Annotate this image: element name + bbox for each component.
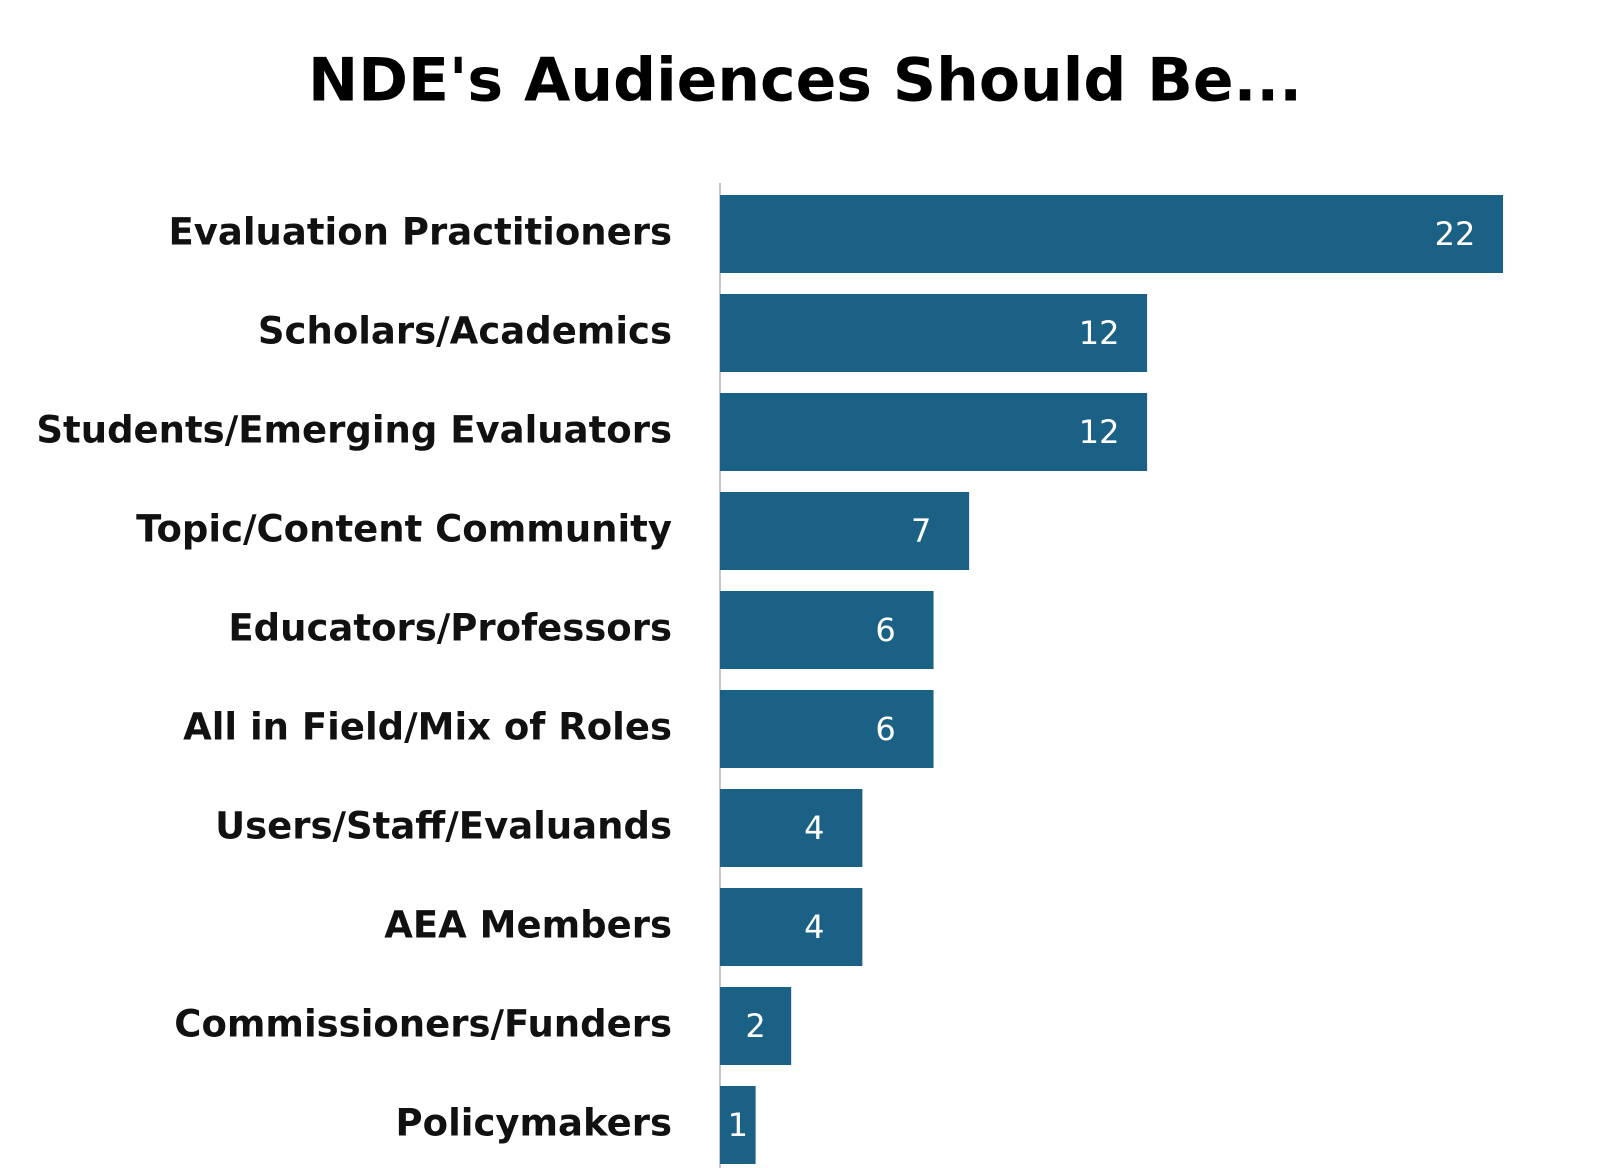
category-label: Policymakers	[396, 1102, 672, 1145]
value-label: 7	[911, 512, 931, 550]
value-label: 12	[1079, 314, 1120, 352]
value-label: 2	[745, 1007, 765, 1045]
bar	[720, 690, 934, 768]
value-label: 22	[1435, 215, 1476, 253]
category-label: Topic/Content Community	[136, 508, 672, 551]
bar	[720, 294, 1148, 372]
bar	[720, 195, 1503, 273]
value-label: 1	[728, 1106, 748, 1144]
value-label: 4	[804, 809, 824, 847]
bar	[720, 1086, 756, 1164]
category-label: Students/Emerging Evaluators	[36, 409, 672, 452]
category-label: All in Field/Mix of Roles	[183, 706, 672, 749]
bar	[720, 393, 1148, 471]
value-label: 6	[875, 611, 895, 649]
value-label: 6	[875, 710, 895, 748]
category-label: Evaluation Practitioners	[169, 211, 673, 254]
category-label: Users/Staff/Evaluands	[215, 805, 672, 848]
value-label: 12	[1079, 413, 1120, 451]
bar	[720, 789, 863, 867]
category-label: AEA Members	[384, 904, 672, 947]
category-label: Scholars/Academics	[258, 310, 672, 353]
category-label: Educators/Professors	[228, 607, 672, 650]
bar	[720, 987, 792, 1065]
bar	[720, 591, 934, 669]
bar	[720, 888, 863, 966]
bar	[720, 492, 970, 570]
value-label: 4	[804, 908, 824, 946]
chart-title: NDE's Audiences Should Be...	[308, 46, 1302, 116]
category-label: Commissioners/Funders	[174, 1003, 672, 1046]
